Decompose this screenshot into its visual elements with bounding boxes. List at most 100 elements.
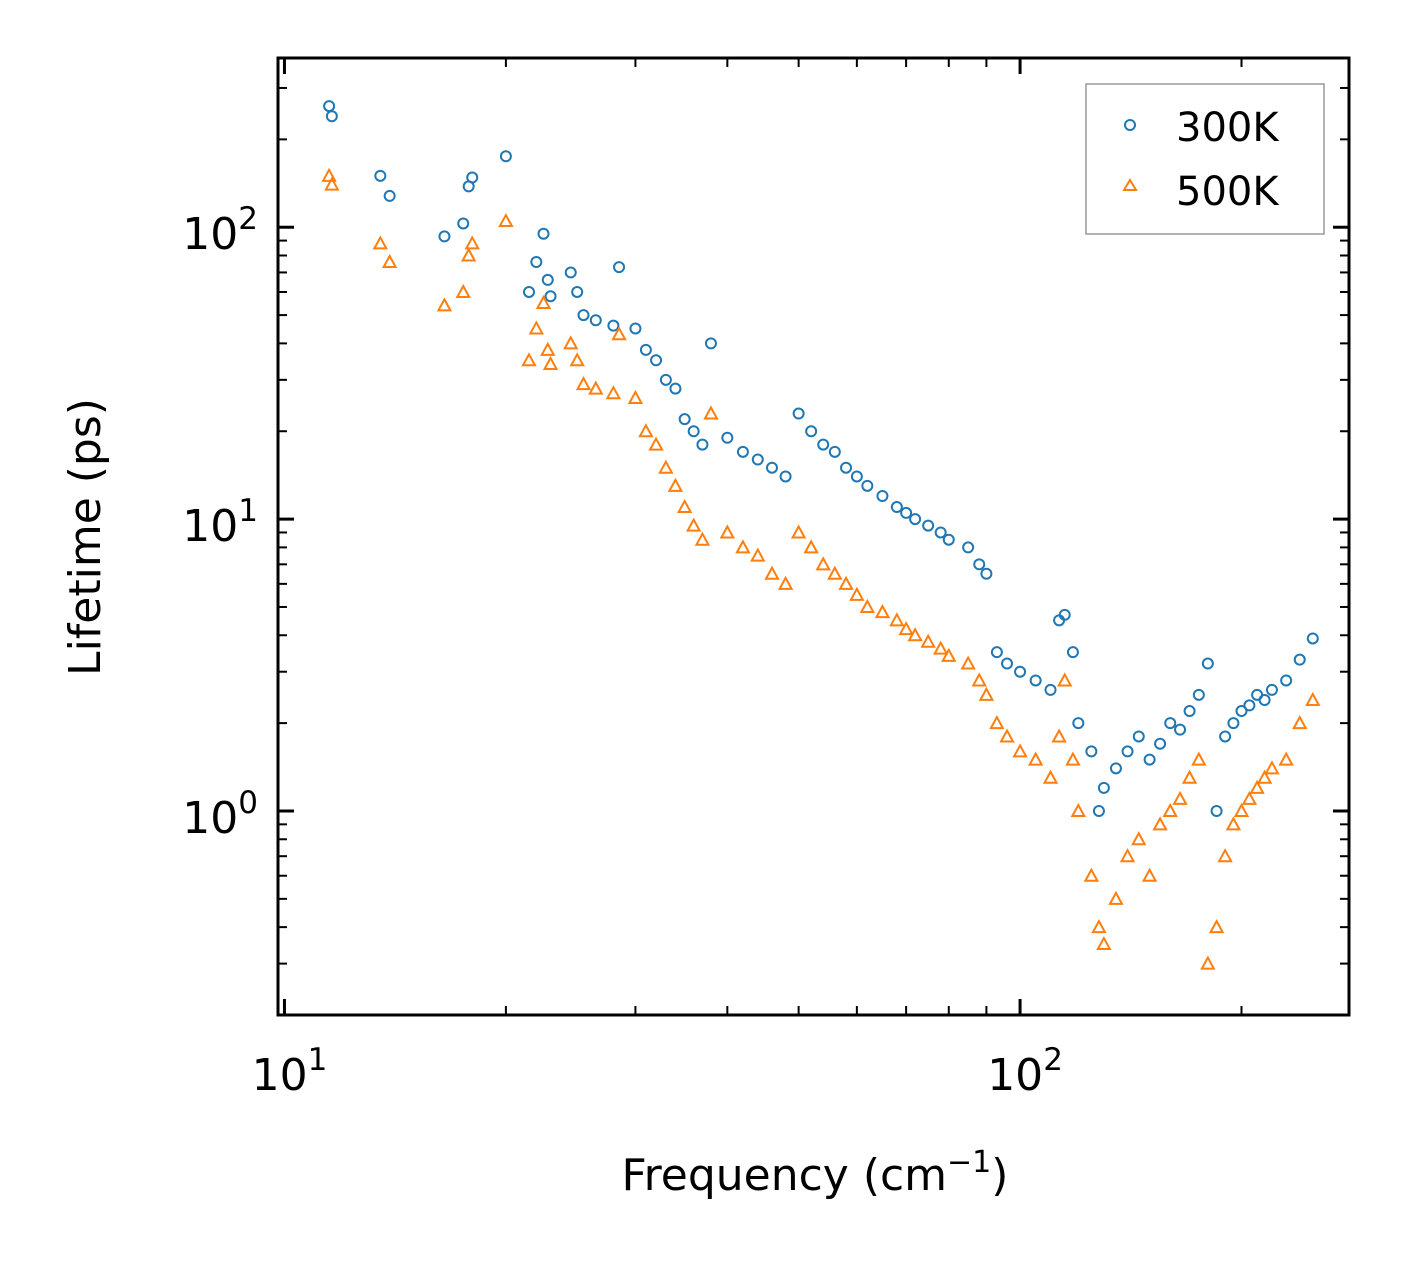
legend: 300K 500K xyxy=(1085,83,1325,235)
data-point-500k xyxy=(960,655,976,670)
data-point-300k xyxy=(659,373,672,386)
data-point-500k xyxy=(1249,779,1265,794)
x-tick-label: 102 xyxy=(987,1042,1063,1101)
legend-marker-300k xyxy=(1124,119,1136,131)
data-point-500k xyxy=(971,672,987,687)
data-point-300k xyxy=(1210,804,1223,817)
data-point-500k xyxy=(1042,769,1059,784)
data-point-500k xyxy=(648,436,664,451)
data-point-300k xyxy=(1201,657,1214,670)
data-point-500k xyxy=(1191,751,1207,766)
data-point-300k xyxy=(1227,717,1240,730)
data-point-300k xyxy=(876,489,889,502)
data-point-300k xyxy=(1044,683,1057,696)
data-point-300k xyxy=(934,526,947,539)
data-point-500k xyxy=(1162,802,1178,817)
data-point-500k xyxy=(1217,848,1233,863)
data-point-500k xyxy=(1181,769,1198,784)
data-point-500k xyxy=(703,405,719,420)
data-point-500k xyxy=(1057,672,1073,687)
data-point-300k xyxy=(1192,688,1205,701)
data-point-300k xyxy=(650,354,663,367)
data-point-500k xyxy=(874,604,891,619)
data-point-300k xyxy=(765,461,778,474)
data-point-500k xyxy=(1264,760,1280,775)
data-point-300k xyxy=(1306,632,1319,645)
data-point-300k xyxy=(537,227,550,240)
data-point-500k xyxy=(1108,890,1124,905)
data-point-300k xyxy=(374,169,387,182)
data-point-500k xyxy=(460,247,477,262)
data-point-300k xyxy=(457,217,470,230)
x-axis-title: Frequency (cm−1) xyxy=(622,1145,1009,1201)
data-point-500k xyxy=(1200,955,1216,970)
data-point-300k xyxy=(499,150,512,163)
data-point-500k xyxy=(777,575,794,590)
data-point-500k xyxy=(1070,802,1086,817)
data-point-500k xyxy=(1083,867,1100,882)
data-point-500k xyxy=(1119,848,1136,863)
data-point-500k xyxy=(803,539,819,554)
legend-box xyxy=(1085,83,1325,235)
data-point-300k xyxy=(383,189,396,202)
data-point-500k xyxy=(989,715,1005,730)
data-point-300k xyxy=(577,309,590,322)
data-point-300k xyxy=(530,256,543,269)
data-point-500k xyxy=(978,686,995,701)
data-point-500k xyxy=(1208,919,1225,934)
data-point-500k xyxy=(658,459,674,474)
data-point-500k xyxy=(764,565,780,580)
data-point-300k xyxy=(840,461,853,474)
data-point-300k xyxy=(607,319,620,332)
data-point-300k xyxy=(629,322,642,335)
data-point-300k xyxy=(890,501,903,514)
data-point-500k xyxy=(920,633,936,648)
data-point-300k xyxy=(1097,781,1110,794)
data-point-300k xyxy=(589,314,602,327)
data-point-300k xyxy=(687,425,700,438)
x-axis-title-end: ) xyxy=(991,1150,1008,1201)
data-point-500k xyxy=(838,575,854,590)
data-point-500k xyxy=(638,423,654,438)
data-point-300k xyxy=(1219,730,1232,743)
data-point-500k xyxy=(1233,802,1250,817)
y-tick-label: 102 xyxy=(182,201,258,260)
data-point-500k xyxy=(859,598,876,613)
data-point-500k xyxy=(999,728,1015,743)
data-point-500k xyxy=(889,612,905,627)
data-point-300k xyxy=(828,445,841,458)
data-point-500k xyxy=(1091,919,1107,934)
data-point-500k xyxy=(372,235,389,250)
data-point-300k xyxy=(900,506,913,519)
data-point-300k xyxy=(678,413,691,426)
data-point-500k xyxy=(1305,691,1321,707)
data-point-300k xyxy=(1066,646,1079,659)
data-point-500k xyxy=(1152,816,1168,831)
data-point-300k xyxy=(792,407,805,420)
data-point-500k xyxy=(1172,790,1188,805)
data-point-500k xyxy=(898,620,914,636)
legend-label-500k: 500K xyxy=(1176,169,1280,215)
data-point-500k xyxy=(575,376,592,391)
data-point-500k xyxy=(667,477,684,492)
data-point-500k xyxy=(605,385,622,400)
legend-marker-500k xyxy=(1122,178,1138,191)
data-point-500k xyxy=(1027,751,1044,766)
data-point-300k xyxy=(438,230,451,243)
tick-labels: 101 102 100 101 102 xyxy=(182,201,1063,1101)
data-point-300k xyxy=(639,343,652,356)
y-tick-label: 100 xyxy=(182,785,258,844)
data-point-500k xyxy=(436,297,453,312)
data-point-500k xyxy=(815,556,831,571)
data-point-500k xyxy=(540,341,556,356)
data-point-500k xyxy=(849,586,865,601)
data-point-500k xyxy=(588,380,604,395)
data-point-500k xyxy=(521,352,537,367)
data-point-500k xyxy=(627,389,644,404)
data-point-300k xyxy=(942,533,955,546)
data-point-300k xyxy=(1014,665,1027,678)
data-points xyxy=(321,100,1321,970)
data-point-300k xyxy=(990,646,1003,659)
data-point-500k xyxy=(1065,751,1081,766)
